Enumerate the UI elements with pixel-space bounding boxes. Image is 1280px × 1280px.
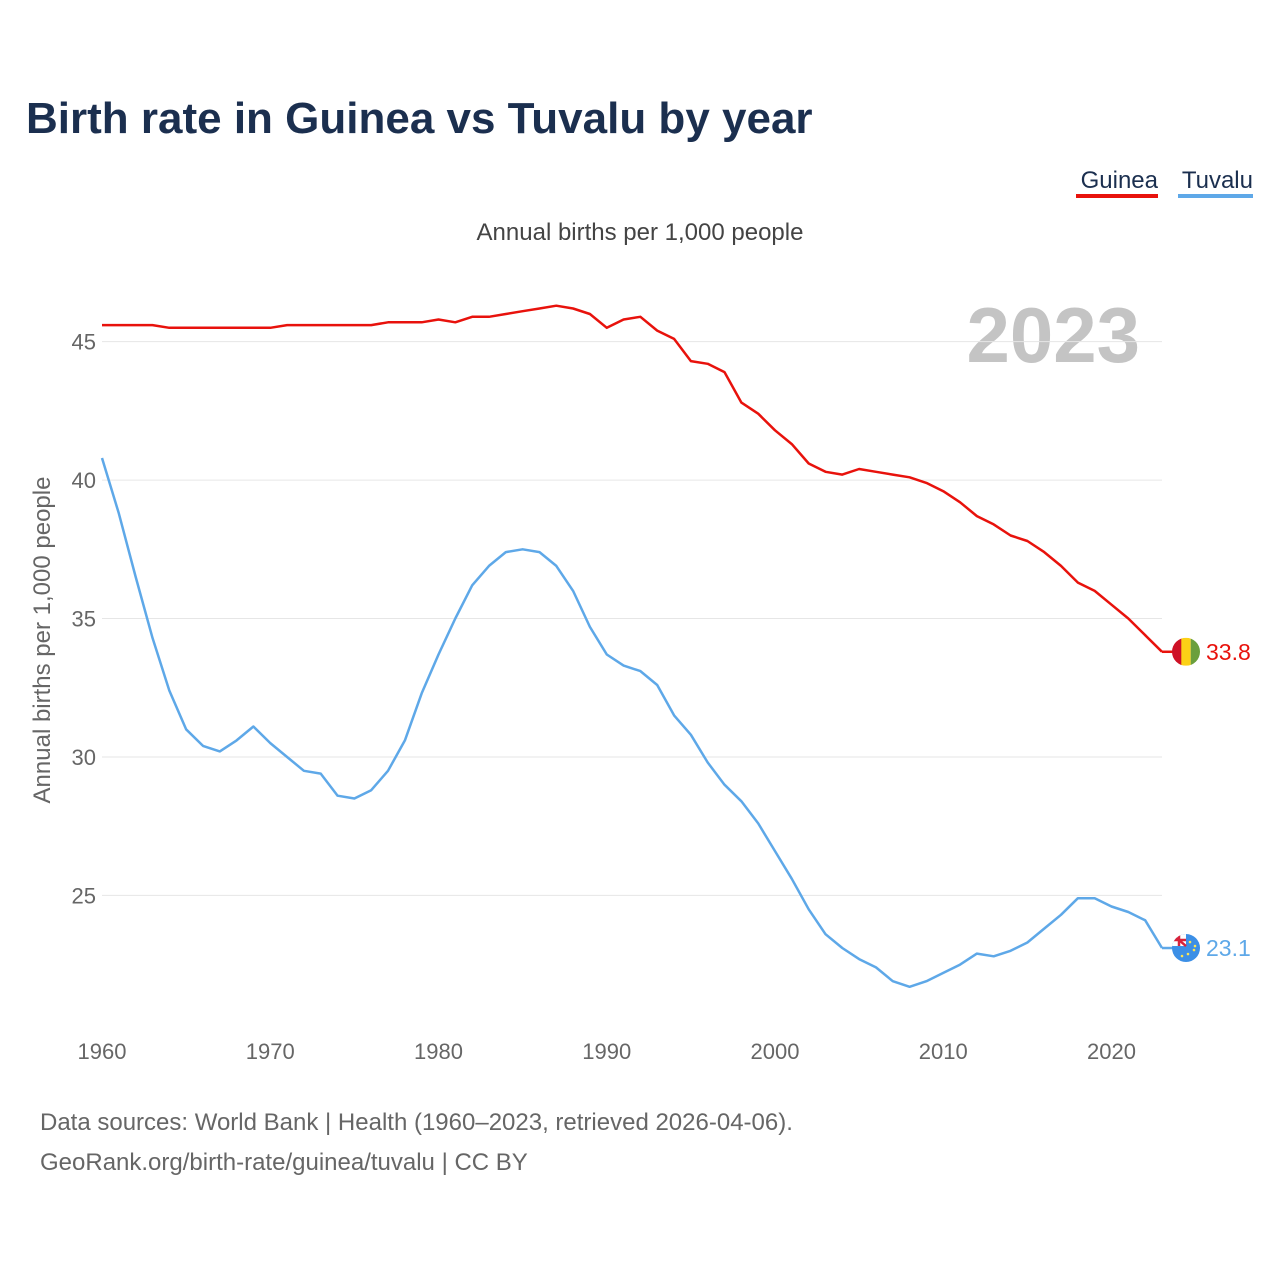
y-axis-label: Annual births per 1,000 people [29, 477, 56, 804]
chart-title: Birth rate in Guinea vs Tuvalu by year [26, 94, 813, 143]
chart-subtitle: Annual births per 1,000 people [477, 219, 804, 246]
series-line-tuvalu [100, 457, 1164, 989]
y-tick-45: 45 [72, 330, 96, 355]
x-tick-2010: 2010 [919, 1039, 968, 1064]
x-tick-2020: 2020 [1087, 1039, 1136, 1064]
y-tick-30: 30 [72, 745, 96, 770]
x-tick-1970: 1970 [246, 1039, 295, 1064]
gridlines [102, 341, 1162, 896]
guinea-flag-shape [1172, 637, 1200, 666]
y-tick-35: 35 [72, 607, 96, 632]
legend-tuvalu-label: Tuvalu [1182, 167, 1253, 194]
legend-item-tuvalu[interactable]: Tuvalu [1178, 167, 1253, 198]
series-line-guinea [102, 304, 1163, 653]
x-tick-1980: 1980 [414, 1039, 463, 1064]
tuvalu-end-value: 23.1 [1206, 935, 1251, 961]
x-tick-1990: 1990 [582, 1039, 631, 1064]
year-watermark: 2023 [966, 291, 1140, 379]
x-axis-ticks: 1960 1970 1980 1990 2000 2010 2020 [78, 1039, 1136, 1064]
footer-attribution: GeoRank.org/birth-rate/guinea/tuvalu | C… [40, 1149, 528, 1176]
legend-item-guinea[interactable]: Guinea [1076, 167, 1159, 198]
y-tick-25: 25 [72, 883, 96, 908]
legend: Guinea Tuvalu [1076, 167, 1253, 198]
series [100, 304, 1174, 989]
x-tick-2000: 2000 [751, 1039, 800, 1064]
guinea-flag-icon [1172, 637, 1200, 666]
y-axis-ticks: 25 30 35 40 45 [72, 330, 96, 909]
footer-sources: Data sources: World Bank | Health (1960–… [40, 1109, 793, 1136]
guinea-end-value: 33.8 [1206, 639, 1251, 665]
y-tick-40: 40 [72, 468, 96, 493]
x-tick-1960: 1960 [78, 1039, 127, 1064]
legend-guinea-label: Guinea [1081, 167, 1159, 194]
tuvalu-flag-icon [1172, 934, 1200, 963]
